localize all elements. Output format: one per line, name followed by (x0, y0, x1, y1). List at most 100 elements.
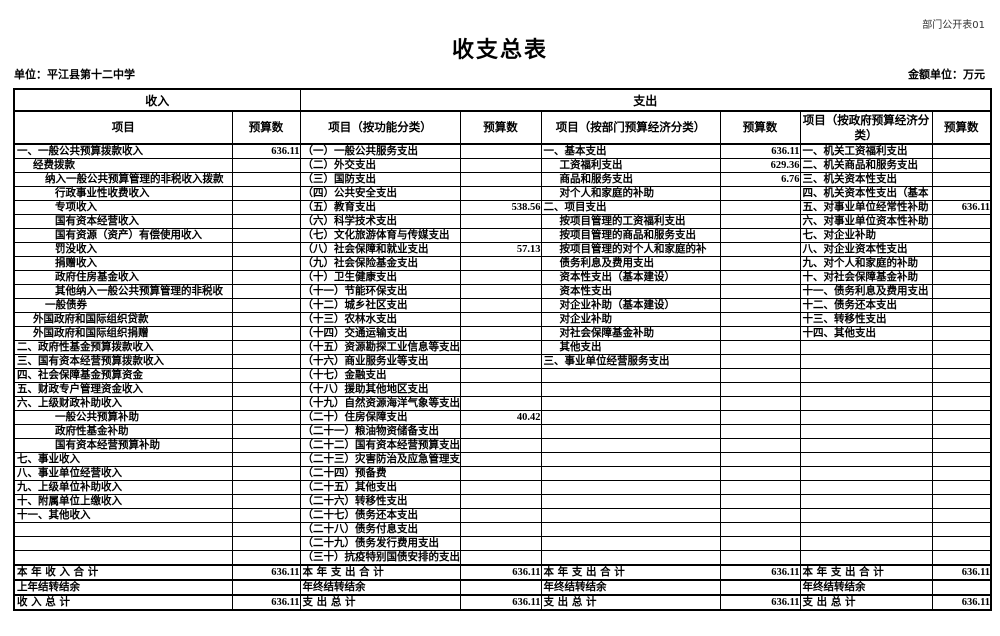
function-item-header: 项目（按功能分类） (299, 110, 461, 145)
table-row: 政府性基金补助 （二十一）粮油物资储备支出 (13, 424, 992, 439)
income-budget-cell (231, 382, 301, 397)
dept-econ-budget-cell (719, 284, 801, 299)
table-row: 九、上级单位补助收入 （二十五）其他支出 (13, 480, 992, 495)
income-budget-cell (231, 242, 301, 257)
govt-econ-item-cell: 九、对个人和家庭的补助 (799, 256, 933, 271)
function-item-cell: （十七）金融支出 (299, 368, 461, 383)
table-row: 行政事业性收费收入 （四）公共安全支出 对个人和家庭的补助 四、机关资本性支出（基本 (13, 186, 992, 201)
table-row: 其他纳入一般公共预算管理的非税收 （十一）节能环保支出 资本性支出 十一、债务利息及费… (13, 284, 992, 299)
function-item-cell: （二十八）债务付息支出 (299, 522, 461, 537)
govt-econ-item-cell: 十、对社会保障基金补助 (799, 270, 933, 285)
govt-econ-item-cell: 年终结转结余 (799, 579, 933, 596)
income-item-cell: 捐赠收入 (13, 256, 233, 271)
org-label: 单位：平江县第十二中学 (14, 68, 135, 81)
govt-econ-item-cell (799, 550, 933, 566)
govt-econ-budget-cell (931, 284, 992, 299)
govt-econ-item-cell (799, 480, 933, 495)
function-item-cell: （十一）节能环保支出 (299, 284, 461, 299)
income-budget-cell: 636.11 (231, 564, 301, 581)
income-item-cell: 五、财政专户管理资金收入 (13, 382, 233, 397)
govt-econ-budget-cell (931, 466, 992, 481)
function-budget-cell (459, 354, 542, 369)
income-budget-cell (231, 579, 301, 596)
dept-econ-item-cell: 其他支出 (540, 340, 721, 355)
govt-econ-budget-cell (931, 312, 992, 327)
function-item-cell: （九）社会保险基金支出 (299, 256, 461, 271)
table-row: 外国政府和国际组织捐赠 （十四）交通运输支出 对社会保障基金补助 十四、其他支出 (13, 326, 992, 341)
total-row: 收 入 总 计 636.11 支 出 总 计 636.11 支 出 总 计 636.11 支… (13, 594, 992, 611)
govt-econ-budget-cell (931, 508, 992, 523)
table-row: 政府住房基金收入 （十）卫生健康支出 资本性支出（基本建设） 十、对社会保障基金补助 (13, 270, 992, 285)
income-budget-cell (231, 480, 301, 495)
function-item-cell: （十四）交通运输支出 (299, 326, 461, 341)
govt-econ-item-cell (799, 536, 933, 551)
dept-econ-item-cell: 商品和服务支出 (540, 172, 721, 187)
income-item-cell: 本 年 收 入 合 计 (13, 564, 233, 581)
dept-econ-item-cell: 对企业补助（基本建设） (540, 298, 721, 313)
budget-summary-table: 收入 支出 项目 预算数 项目（按功能分类） 预算数 项目（按部门预算经济分类） 预算数 项目（… (13, 88, 993, 611)
dept-econ-budget-cell (719, 508, 801, 523)
table-row: 八、事业单位经营收入 （二十四）预备费 (13, 466, 992, 481)
income-budget-cell (231, 494, 301, 509)
function-item-cell: 支 出 总 计 (299, 594, 461, 611)
income-item-cell: 政府性基金补助 (13, 424, 233, 439)
function-item-cell: 年终结转结余 (299, 579, 461, 596)
govt-econ-budget-cell: 636.11 (931, 594, 992, 611)
govt-econ-item-cell: 五、对事业单位经常性补助 (799, 200, 933, 215)
function-item-cell: （三）国防支出 (299, 172, 461, 187)
dept-econ-item-cell: 二、项目支出 (540, 200, 721, 215)
function-budget-cell (459, 368, 542, 383)
dept-econ-item-cell (540, 424, 721, 439)
income-item-cell: 行政事业性收费收入 (13, 186, 233, 201)
function-budget-cell: 538.56 (459, 200, 542, 215)
function-item-cell: （二十七）债务还本支出 (299, 508, 461, 523)
dept-econ-item-cell (540, 522, 721, 537)
income-group-header: 收入 (13, 88, 301, 112)
dept-econ-budget-cell (719, 480, 801, 495)
income-item-cell: 政府住房基金收入 (13, 270, 233, 285)
income-item-cell: 其他纳入一般公共预算管理的非税收 (13, 284, 233, 299)
govt-econ-item-cell (799, 466, 933, 481)
dept-econ-budget-cell (719, 270, 801, 285)
income-budget-cell (231, 228, 301, 243)
income-budget-cell (231, 158, 301, 173)
income-item-cell: 十、附属单位上缴收入 (13, 494, 233, 509)
govt-econ-item-cell (799, 522, 933, 537)
income-budget-cell (231, 536, 301, 551)
income-budget-cell (231, 270, 301, 285)
income-item-cell: 外国政府和国际组织贷款 (13, 312, 233, 327)
govt-econ-item-cell: 本 年 支 出 合 计 (799, 564, 933, 581)
function-budget-cell (459, 326, 542, 341)
function-budget-cell (459, 298, 542, 313)
govt-econ-budget-cell: 636.11 (931, 200, 992, 215)
dept-econ-item-cell (540, 466, 721, 481)
income-item-cell (13, 536, 233, 551)
function-budget-cell (459, 312, 542, 327)
function-item-cell: （八）社会保障和就业支出 (299, 242, 461, 257)
dept-econ-budget-cell (719, 536, 801, 551)
table-row: 五、财政专户管理资金收入 （十八）援助其他地区支出 (13, 382, 992, 397)
function-budget-cell (459, 424, 542, 439)
income-item-cell: 国有资源（资产）有偿使用收入 (13, 228, 233, 243)
dept-econ-item-cell (540, 410, 721, 425)
income-item-cell: 外国政府和国际组织捐赠 (13, 326, 233, 341)
income-budget-cell (231, 452, 301, 467)
govt-econ-item-header: 项目（按政府预算经济分类） (799, 110, 933, 145)
govt-econ-budget-cell: 636.11 (931, 564, 992, 581)
table-row: 四、社会保障基金预算资金 （十七）金融支出 (13, 368, 992, 383)
function-budget-cell (459, 270, 542, 285)
dept-econ-item-cell (540, 368, 721, 383)
dept-econ-item-cell: 一、基本支出 (540, 143, 721, 159)
dept-econ-item-cell (540, 550, 721, 566)
dept-econ-item-cell (540, 536, 721, 551)
table-row: 捐赠收入 （九）社会保险基金支出 债务利息及费用支出 九、对个人和家庭的补助 (13, 256, 992, 271)
govt-econ-budget-cell (931, 256, 992, 271)
function-budget-cell: 636.11 (459, 594, 542, 611)
function-budget-cell (459, 214, 542, 229)
income-item-cell: 十一、其他收入 (13, 508, 233, 523)
dept-econ-item-header: 项目（按部门预算经济分类） (540, 110, 721, 145)
income-budget-cell (231, 340, 301, 355)
income-item-cell: 八、事业单位经营收入 (13, 466, 233, 481)
column-header-row: 项目 预算数 项目（按功能分类） 预算数 项目（按部门预算经济分类） 预算数 项目（按政府预… (13, 110, 992, 145)
income-item-cell: 经费拨款 (13, 158, 233, 173)
